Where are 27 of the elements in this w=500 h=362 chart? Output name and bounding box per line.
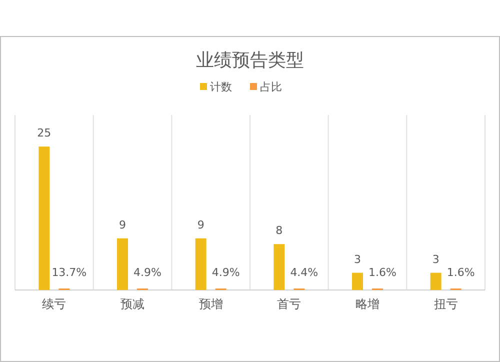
- bar: [117, 238, 128, 290]
- x-tick-label: 预减: [120, 297, 144, 311]
- bar: [352, 272, 363, 290]
- data-label: 9: [119, 218, 126, 232]
- data-label: 1.6%: [446, 266, 475, 279]
- x-tick-label: 首亏: [277, 297, 302, 311]
- data-label: 8: [276, 224, 283, 238]
- bar: [195, 238, 206, 290]
- data-label: 9: [197, 218, 204, 232]
- data-label: 13.7%: [52, 266, 87, 279]
- bar: [38, 146, 50, 290]
- x-tick-label: 续亏: [42, 297, 66, 311]
- bar: [274, 244, 285, 290]
- data-label: 3: [432, 252, 440, 266]
- chart-title: 业绩预告类型: [196, 50, 304, 71]
- data-label: 25: [37, 126, 52, 140]
- data-label: 3: [354, 252, 361, 266]
- data-label: 4.4%: [290, 266, 318, 279]
- x-tick-label: 扭亏: [434, 297, 458, 311]
- data-label: 1.6%: [368, 266, 396, 279]
- x-tick-label: 略增: [356, 297, 380, 311]
- x-tick-label: 预增: [198, 297, 223, 311]
- data-label: 4.9%: [134, 266, 162, 279]
- legend-label: 计数: [210, 80, 232, 94]
- bar: [430, 272, 442, 290]
- data-label: 4.9%: [212, 266, 240, 279]
- legend-label: 占比: [260, 80, 282, 94]
